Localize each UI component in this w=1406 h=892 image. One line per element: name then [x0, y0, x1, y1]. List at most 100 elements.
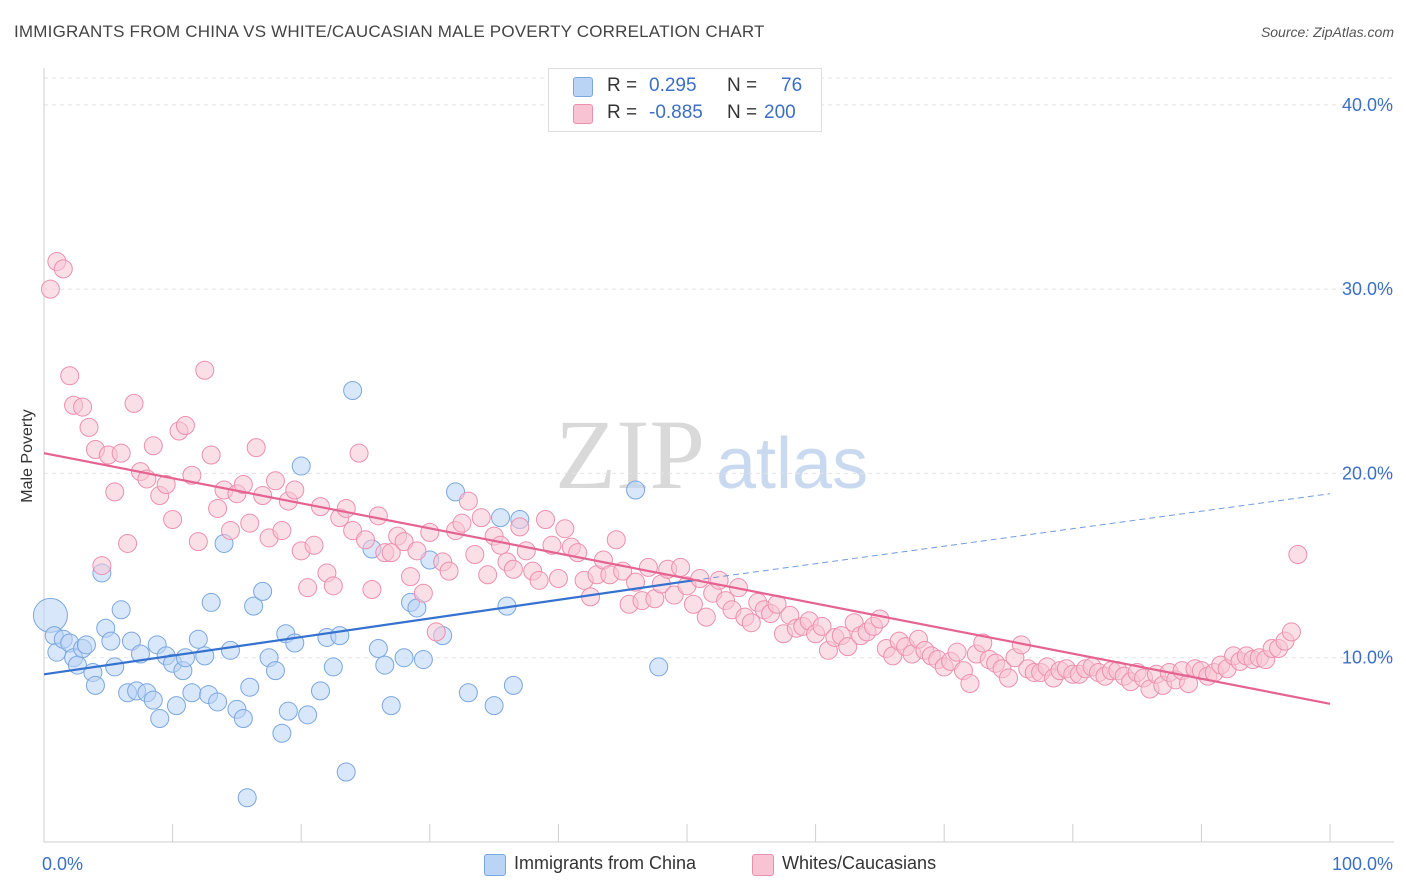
- point-white: [516, 541, 536, 561]
- point-china: [201, 592, 221, 612]
- point-white: [394, 532, 414, 552]
- x-tick-label: 0.0%: [42, 854, 83, 874]
- point-china: [458, 683, 478, 703]
- point-white: [1288, 545, 1308, 565]
- point-china: [484, 696, 504, 716]
- tick-labels: 10.0% 20.0% 30.0% 40.0% 0.0% 100.0%: [42, 95, 1393, 874]
- point-white: [272, 521, 292, 541]
- point-white: [465, 545, 485, 565]
- point-white: [201, 445, 221, 465]
- axes: [43, 68, 1394, 843]
- point-china: [237, 788, 257, 808]
- point-china: [105, 657, 125, 677]
- data-points: [32, 252, 1308, 808]
- point-china: [381, 696, 401, 716]
- point-white: [838, 637, 858, 657]
- point-white: [265, 471, 285, 491]
- point-china: [626, 480, 646, 500]
- point-white: [285, 480, 305, 500]
- point-white: [343, 521, 363, 541]
- point-white: [143, 436, 163, 456]
- point-white: [124, 393, 144, 413]
- point-white: [111, 443, 131, 463]
- point-white: [73, 397, 93, 417]
- point-china: [220, 640, 240, 660]
- point-white: [426, 622, 446, 642]
- point-white: [298, 578, 318, 598]
- point-china: [253, 581, 273, 601]
- point-white: [233, 474, 253, 494]
- legend-r-value-china: 0.295: [649, 75, 697, 96]
- point-china: [310, 681, 330, 701]
- point-china: [503, 675, 523, 695]
- point-china: [166, 696, 186, 716]
- point-china: [244, 596, 264, 616]
- point-white: [323, 576, 343, 596]
- point-china: [265, 661, 285, 681]
- y-tick-label: 10.0%: [1342, 648, 1393, 668]
- legend-label-china: Immigrants from China: [514, 853, 697, 873]
- point-white: [664, 585, 684, 605]
- point-white: [156, 474, 176, 494]
- point-china: [175, 648, 195, 668]
- legend-label-white: Whites/Caucasians: [782, 853, 937, 873]
- y-tick-label: 30.0%: [1342, 279, 1393, 299]
- legend-n-value-white: 200: [764, 102, 796, 123]
- point-china: [368, 639, 388, 658]
- point-white: [542, 535, 562, 555]
- point-white: [220, 521, 240, 541]
- legend-r-label: R =: [607, 102, 638, 123]
- legend-n-label: N =: [727, 102, 758, 123]
- point-white: [1281, 622, 1301, 642]
- legend-r-label: R =: [607, 75, 638, 96]
- point-white: [182, 465, 202, 485]
- point-white: [606, 530, 626, 550]
- point-china: [208, 692, 228, 712]
- point-white: [79, 417, 99, 437]
- point-white: [638, 557, 658, 577]
- point-china: [330, 626, 350, 646]
- point-white: [356, 530, 375, 550]
- point-white: [491, 535, 511, 555]
- point-china: [649, 657, 669, 677]
- point-china: [233, 709, 253, 729]
- trend-line-china: [43, 579, 694, 676]
- point-white: [812, 616, 832, 636]
- point-white: [696, 607, 716, 627]
- legend-n-label: N =: [727, 75, 758, 96]
- point-white: [401, 567, 421, 587]
- point-white: [439, 561, 459, 581]
- legend-swatch-china: [484, 854, 506, 876]
- legend-swatch-white: [573, 104, 593, 124]
- point-white: [368, 506, 388, 526]
- point-white: [175, 416, 195, 436]
- point-white: [53, 259, 73, 279]
- point-china: [188, 629, 208, 649]
- trend-line-white: [43, 452, 1331, 705]
- point-white: [529, 570, 549, 590]
- point-china: [291, 456, 311, 476]
- trend-lines: [43, 452, 1331, 705]
- point-china: [101, 631, 121, 651]
- point-china: [298, 705, 318, 725]
- point-white: [478, 565, 498, 585]
- x-tick-label: 100.0%: [1332, 854, 1393, 874]
- point-china: [130, 644, 150, 664]
- point-white: [555, 519, 575, 539]
- point-white: [92, 556, 112, 576]
- point-white: [246, 438, 266, 458]
- point-china: [85, 675, 105, 695]
- point-white: [195, 360, 215, 380]
- watermark-atlas: atlas: [716, 424, 868, 504]
- point-china: [413, 650, 433, 670]
- point-white: [118, 533, 138, 553]
- point-china: [278, 701, 298, 721]
- point-china: [143, 690, 163, 710]
- point-china: [394, 648, 414, 668]
- point-white: [960, 674, 980, 694]
- point-white: [458, 491, 478, 511]
- point-white: [973, 633, 993, 653]
- point-china: [343, 381, 363, 400]
- point-white: [683, 594, 703, 614]
